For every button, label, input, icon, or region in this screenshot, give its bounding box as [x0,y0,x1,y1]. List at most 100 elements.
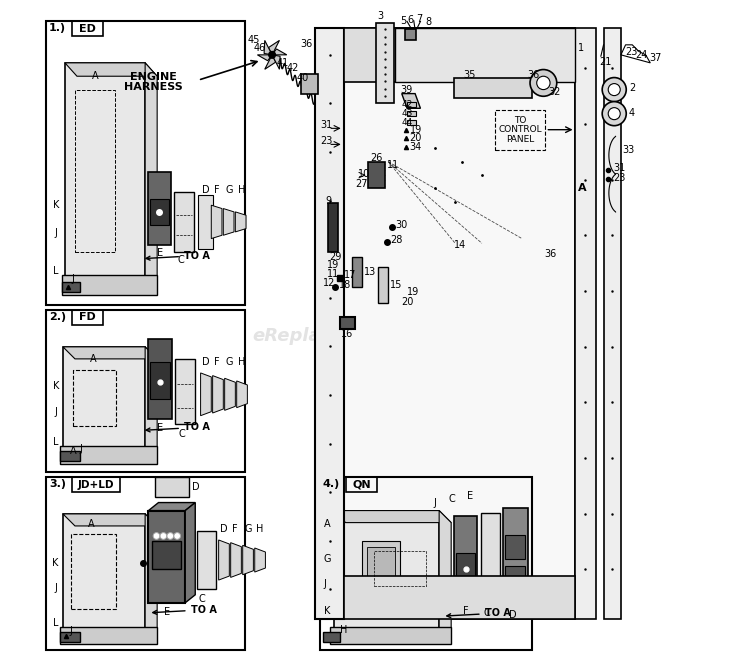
Bar [198,195,212,249]
Text: A: A [323,519,330,529]
Text: 23: 23 [625,46,638,56]
Bar [323,631,340,641]
Text: H: H [238,357,245,367]
Polygon shape [185,503,195,603]
Text: 19: 19 [407,287,419,297]
Text: 3.): 3.) [49,479,66,489]
Bar [495,109,545,150]
Text: TO A: TO A [153,605,217,615]
Text: A: A [70,446,76,456]
Text: 36: 36 [544,249,557,259]
Circle shape [530,70,556,96]
Text: 24: 24 [635,50,648,60]
Bar [59,627,158,644]
Text: 46: 46 [254,43,266,53]
Bar [454,516,477,603]
Text: C: C [177,255,184,265]
Text: K: K [323,606,330,616]
Bar [59,631,80,641]
Text: A: A [92,71,98,81]
Bar [59,446,158,464]
Text: G: G [244,524,251,534]
Text: PANEL: PANEL [506,135,535,144]
Bar [73,370,116,425]
Text: 34: 34 [410,142,422,152]
Bar [151,199,169,225]
Circle shape [608,107,620,119]
Text: 11: 11 [327,269,339,279]
Polygon shape [231,543,242,578]
Text: 42: 42 [402,100,413,109]
Text: G: G [226,185,233,195]
Text: 27: 27 [355,179,368,189]
Text: D: D [509,610,517,620]
Text: F: F [232,524,238,534]
Text: 16: 16 [340,329,353,339]
Text: 45: 45 [248,35,260,45]
Text: JD+LD: JD+LD [77,480,114,490]
Text: A: A [88,519,95,529]
Circle shape [167,533,174,539]
Bar [72,477,120,492]
Text: 23: 23 [613,173,626,183]
Text: 30: 30 [395,220,407,230]
Text: 11: 11 [387,160,399,170]
Text: 19: 19 [410,125,422,135]
Text: J: J [54,228,57,238]
Bar [454,79,532,97]
Text: D: D [220,524,227,534]
Bar [63,347,146,449]
Polygon shape [265,55,276,69]
Bar [46,310,244,472]
Text: 33: 33 [622,145,634,155]
Polygon shape [268,40,280,55]
Bar [148,511,185,603]
Bar [63,514,146,629]
Text: TO: TO [514,116,526,125]
Bar [148,172,170,246]
Text: 6: 6 [408,15,414,25]
Circle shape [602,101,626,125]
Polygon shape [146,347,158,461]
Polygon shape [243,546,254,575]
Text: 31: 31 [320,120,332,130]
Text: C: C [484,609,490,619]
Bar [346,477,377,492]
Text: eReplacementParts.com: eReplacementParts.com [253,327,497,344]
Text: A: A [578,183,586,193]
Bar [376,23,394,103]
Circle shape [602,78,626,101]
Text: 36: 36 [300,39,313,49]
Text: G: G [226,357,233,367]
Text: C: C [199,594,206,604]
Text: 41: 41 [277,58,289,68]
Text: F: F [463,606,469,616]
Polygon shape [225,378,236,411]
Text: QN: QN [352,480,371,490]
Bar [151,362,170,399]
Bar [503,508,528,609]
Bar [302,74,318,93]
Bar [405,30,416,40]
Text: J: J [70,626,73,636]
Text: J: J [80,444,82,454]
Bar [368,162,385,189]
Circle shape [153,533,160,539]
Bar [352,256,362,287]
Circle shape [268,52,275,58]
Circle shape [537,76,550,90]
Text: 4: 4 [629,108,635,118]
Bar [378,267,388,303]
Bar [71,534,116,609]
Text: H: H [238,185,245,195]
Text: L: L [53,266,58,276]
Polygon shape [146,63,158,292]
Text: 2.): 2.) [49,312,66,322]
Text: 8: 8 [425,17,431,27]
Bar [344,576,575,619]
Text: J: J [72,274,74,284]
Text: 19: 19 [327,260,339,270]
Circle shape [608,84,620,95]
Text: C: C [178,429,185,439]
Text: E: E [158,248,164,258]
